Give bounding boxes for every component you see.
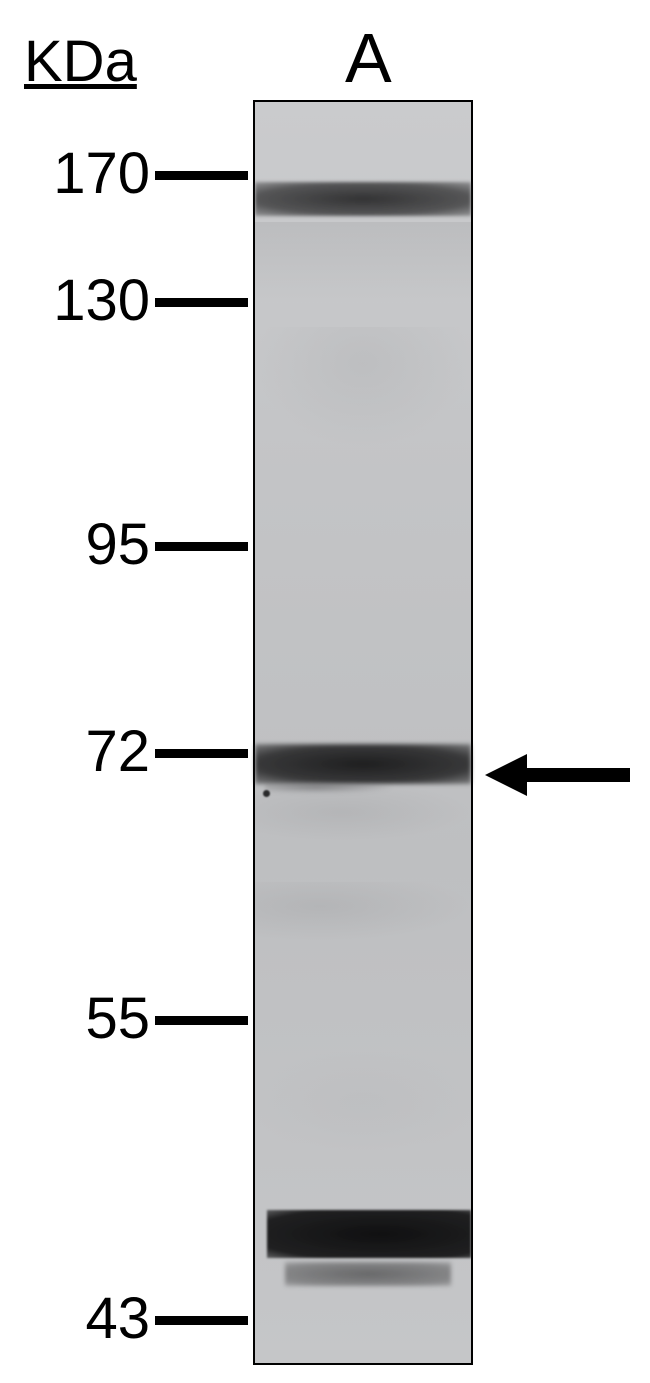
blot-noise <box>255 882 471 942</box>
blot-noise <box>255 327 471 447</box>
marker-label-130: 130 <box>53 267 150 334</box>
blot-band-lower-strong <box>267 1210 471 1258</box>
marker-tick-170 <box>155 171 248 180</box>
marker-label-55: 55 <box>85 985 150 1052</box>
marker-label-43: 43 <box>85 1285 150 1352</box>
marker-tick-95 <box>155 542 248 551</box>
unit-label: KDa <box>24 28 137 95</box>
marker-tick-72 <box>155 749 248 758</box>
blot-noise <box>255 222 471 302</box>
blot-band-lower-faint <box>285 1262 451 1286</box>
blot-band-shadow <box>265 783 391 793</box>
marker-tick-130 <box>155 298 248 307</box>
western-blot-figure: KDa A 170 130 95 72 55 43 <box>0 0 650 1383</box>
marker-label-170: 170 <box>53 140 150 207</box>
target-band-arrow <box>485 758 630 792</box>
blot-lane-a <box>253 100 473 1365</box>
blot-noise <box>255 1052 471 1152</box>
marker-tick-55 <box>155 1016 248 1025</box>
marker-label-72: 72 <box>85 718 150 785</box>
marker-tick-43 <box>155 1316 248 1325</box>
blot-speck <box>263 790 270 797</box>
arrow-shaft <box>525 768 630 782</box>
lane-header-a: A <box>345 18 392 98</box>
blot-band-72 <box>255 744 471 784</box>
marker-label-95: 95 <box>85 511 150 578</box>
arrow-head-icon <box>485 754 527 796</box>
blot-band-170 <box>255 182 471 216</box>
